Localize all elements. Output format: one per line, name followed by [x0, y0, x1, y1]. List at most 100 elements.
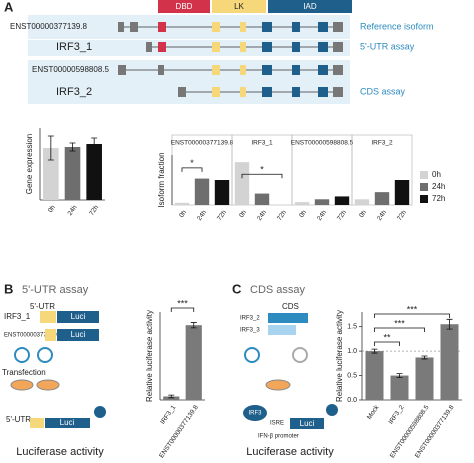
legend-label: 24h [432, 182, 445, 191]
error-bar [168, 394, 175, 399]
luci-label: Luci [60, 418, 75, 427]
construct-label: IRF3_3 [240, 328, 260, 334]
group-note: CDS assay [360, 86, 406, 96]
error-bar [396, 373, 403, 378]
bar [365, 351, 384, 400]
sig-bracket [374, 327, 425, 332]
exon [118, 22, 124, 32]
construct-label: ENST00000377139.8 [4, 333, 62, 339]
exon [158, 65, 164, 75]
panel-title: CDS assay [250, 284, 306, 296]
x-tick-label: 0h [298, 209, 308, 219]
exon [292, 42, 300, 52]
x-tick-label: 24h [67, 204, 79, 217]
sig-label: *** [394, 318, 405, 328]
x-tick-label: 24h [256, 209, 268, 222]
element-label: ISRE [270, 421, 284, 427]
luci-box [290, 418, 324, 429]
bar [86, 144, 102, 200]
bar [214, 180, 230, 205]
error-bar [190, 322, 197, 329]
error-bar [91, 137, 98, 151]
sig-bracket [374, 341, 400, 346]
x-tick-label: 24h [316, 209, 328, 222]
construct-label: IRF3_1 [4, 312, 31, 321]
facet-title: ENST00000377139.8 [171, 140, 234, 147]
exon [118, 65, 126, 75]
domain-box [158, 0, 210, 13]
plasmid [37, 347, 53, 363]
exon [262, 65, 272, 75]
luci-box [57, 311, 99, 323]
sig-bracket [181, 167, 203, 172]
exon [158, 22, 166, 32]
dish [10, 379, 34, 391]
element-label: 5'-UTR [30, 302, 55, 311]
exon [212, 65, 220, 75]
x-tick-label: 72h [216, 209, 228, 222]
luci-box [45, 418, 90, 428]
x-tick-label: 0h [178, 209, 188, 219]
y-axis-label: Relative luciferase activity [335, 310, 344, 402]
cds-box [268, 325, 296, 335]
factor-label: IRF3 [248, 411, 262, 417]
domain-box [268, 0, 352, 13]
isoform-id: ENST00000377139.8 [10, 22, 88, 31]
bar [43, 148, 59, 200]
exon [178, 87, 186, 97]
plasmid [292, 347, 308, 363]
bar [440, 324, 459, 400]
exon [240, 22, 246, 32]
readout-label: Luciferase activity [16, 446, 104, 458]
sig-label: * [260, 165, 264, 175]
sig-label: * [190, 158, 194, 168]
x-tick-label: ENST00000377139.8 [158, 404, 200, 460]
irf3-protein [243, 405, 267, 421]
bar [394, 180, 410, 205]
x-tick-label: IRF3_1 [159, 404, 177, 426]
step-label: Transfection [2, 368, 46, 377]
x-tick-label: 24h [376, 209, 388, 222]
bar [64, 147, 81, 200]
exon [262, 87, 272, 97]
bar [234, 162, 250, 205]
y-axis-label: Gene expression [25, 134, 34, 194]
dish [265, 379, 291, 391]
bar [185, 325, 202, 400]
bar [415, 357, 434, 400]
domain-label: IAD [303, 2, 317, 11]
bar [334, 196, 350, 205]
y-tick-label: 1.5 [347, 324, 357, 331]
group-note: Reference isoform [360, 21, 434, 31]
exon [333, 22, 343, 32]
exon [318, 22, 328, 32]
isoform-id: IRF3_1 [56, 41, 92, 53]
y-tick-label: 1.0 [347, 348, 357, 355]
exon [212, 42, 220, 52]
isoform-id: IRF3_2 [56, 86, 92, 98]
exon [262, 42, 272, 52]
domain-label: DBD [176, 2, 193, 11]
exon [318, 65, 328, 75]
sig-bracket [241, 173, 283, 179]
facet-title: IRF3_2 [371, 140, 393, 147]
x-tick-label: 72h [276, 209, 288, 222]
bar [294, 202, 310, 205]
utr-box [45, 329, 56, 341]
utr-box [40, 311, 56, 323]
exon [292, 87, 300, 97]
domain-label: LK [234, 2, 244, 11]
error-bar [421, 355, 428, 360]
panel-label: B [4, 281, 13, 296]
exon [333, 65, 343, 75]
bar [390, 375, 409, 400]
exon [130, 22, 138, 32]
y-axis-label: Relative luciferase activity [145, 310, 154, 402]
exon [262, 22, 272, 32]
sig-bracket [374, 313, 450, 318]
exon [212, 87, 220, 97]
bar [174, 202, 190, 205]
facet-title: ENST00000598808.5 [291, 140, 354, 147]
x-tick-label: 0h [238, 209, 248, 219]
